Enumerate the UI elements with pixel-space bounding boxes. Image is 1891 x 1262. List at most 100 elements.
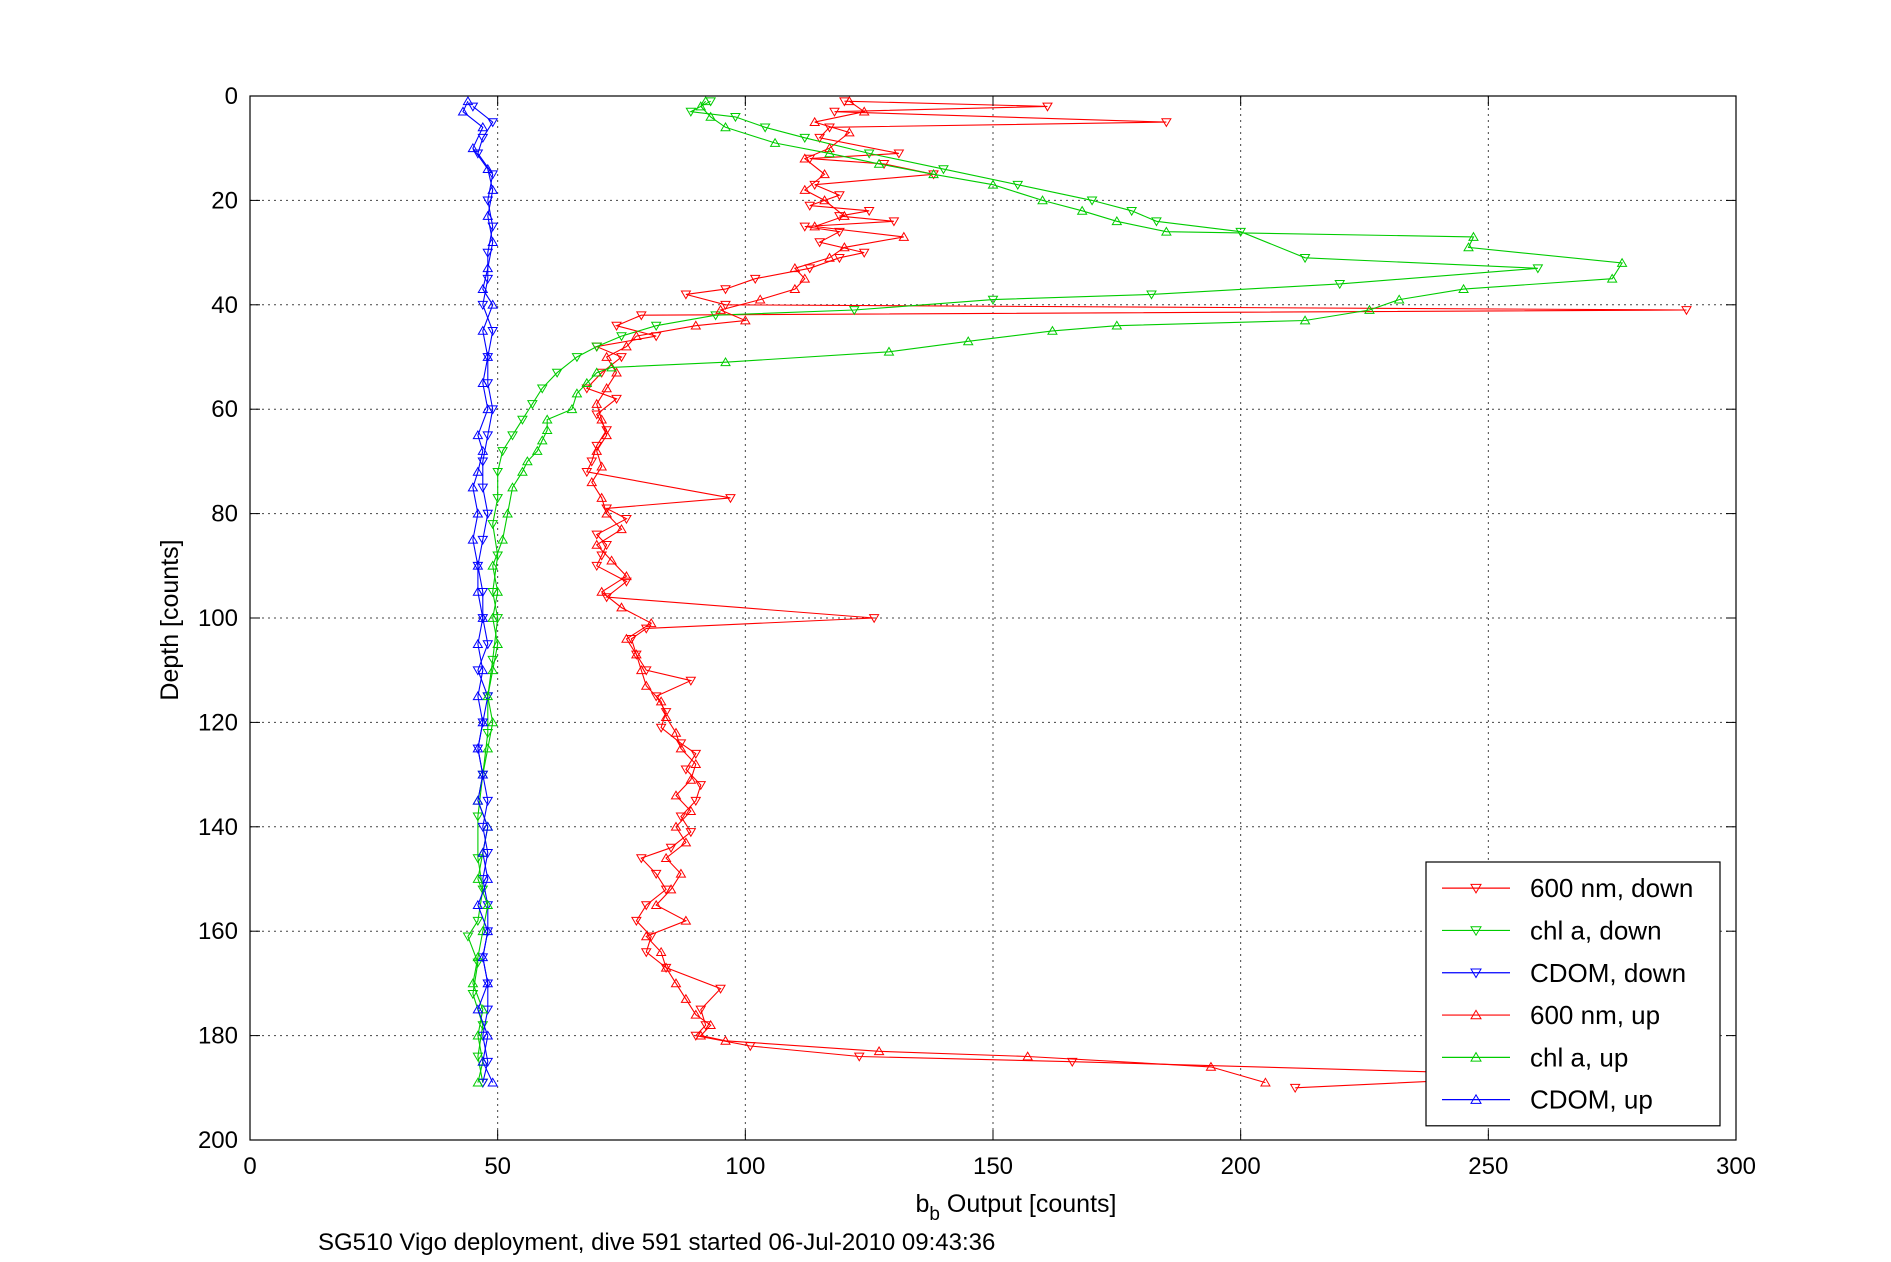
series-line-cdom-down [472,105,494,1083]
data-point-600-nm-down [611,394,622,405]
data-point-600-nm-down [665,843,677,853]
data-point-chl-a-down [507,431,518,441]
data-point-600-nm-down [611,321,622,331]
data-point-cdom-up [472,899,484,909]
x-tick-label: 0 [243,1153,256,1180]
data-point-chl-a-down [1086,196,1098,206]
legend: 600 nm, down chl a, down CDOM, down 600 nm,… [1425,861,1721,1127]
data-point-600-nm-down [660,708,672,718]
data-point-cdom-up [482,925,494,936]
data-point-600-nm-down [853,1052,865,1062]
data-point-cdom-down [482,248,494,258]
y-tick-label: 60 [211,396,238,423]
data-point-600-nm-down [581,467,593,478]
data-point-chl-a-down [1146,290,1157,300]
data-point-cdom-up [477,612,489,622]
data-point-cdom-up [472,638,484,648]
data-point-chl-a-down [472,812,484,822]
data-point-600-nm-up [670,790,682,800]
data-point-chl-a-down [650,321,662,331]
data-point-600-nm-up [690,1009,702,1019]
data-point-chl-a-down [482,728,494,739]
legend-label: 600 nm, down [1530,873,1693,903]
data-point-cdom-up [472,466,484,476]
data-point-600-nm-up [596,492,608,502]
data-point-chl-a-up [700,95,712,106]
legend-entry-cdom-up: CDOM, up [1442,1085,1653,1115]
data-point-600-nm-down [888,217,900,227]
data-point-chl-a-up [1076,205,1088,215]
data-point-600-nm-down [581,384,593,394]
data-point-600-nm-down [834,253,845,264]
data-point-cdom-up [482,210,494,220]
data-point-600-nm-up [819,195,830,205]
data-point-600-nm-up [675,743,687,753]
data-point-chl-a-up [472,1077,484,1087]
data-point-chl-a-up [1458,283,1469,294]
data-point-chl-a-down [987,295,999,305]
data-point-cdom-down [472,149,484,159]
data-point-chl-a-up [467,978,479,988]
data-point-chl-a-up [928,169,939,179]
data-point-chl-a-down [759,123,771,133]
data-point-600-nm-down [591,561,603,572]
data-point-600-nm-down [858,248,870,258]
x-tick-label: 150 [973,1153,1013,1180]
data-point-chl-a-up [591,367,603,377]
data-point-cdom-down [487,222,499,232]
data-point-600-nm-up [680,993,692,1003]
data-point-600-nm-down [616,353,627,363]
series-line-600-nm-down [585,100,1687,1089]
data-point-600-nm-down [640,948,652,958]
data-point-600-nm-down [720,285,731,295]
data-point-600-nm-down [685,676,697,686]
data-point-chl-a-up [962,336,974,346]
data-point-600-nm-up [621,633,632,643]
data-point-600-nm-up [685,774,697,784]
data-point-chl-a-up [1616,257,1628,267]
series-group [457,95,1692,1094]
data-point-600-nm-up [621,570,632,581]
data-point-cdom-up [477,952,489,962]
y-tick-label: 200 [198,1127,238,1154]
data-point-600-nm-up [690,320,702,330]
data-point-chl-a-up [571,388,583,398]
data-point-600-nm-up [596,586,608,596]
data-point-cdom-down [487,118,499,128]
data-point-cdom-up [477,717,489,727]
legend-entry-chl-a-down: chl a, down [1442,915,1662,945]
data-point-cdom-up [477,122,489,132]
y-axis-title: Depth [counts] [156,539,184,700]
data-point-cdom-up [477,664,489,675]
data-point-cdom-up [472,586,484,596]
data-point-600-nm-down [621,514,632,525]
data-point-chl-a-up [482,899,494,909]
data-point-chl-a-down [799,133,811,144]
legend-label: 600 nm, up [1530,1000,1660,1030]
data-point-chl-a-up [531,445,543,455]
data-point-600-nm-down [804,201,816,211]
data-point-600-nm-up [824,252,835,262]
data-point-600-nm-down [715,984,726,994]
data-point-600-nm-up [591,539,603,549]
data-point-chl-a-up [482,743,494,753]
data-point-600-nm-up [675,868,687,878]
data-point-chl-a-up [487,717,499,727]
data-point-chl-a-up [541,424,553,434]
data-point-chl-a-up [482,691,494,701]
data-point-600-nm-up [660,962,672,972]
data-point-chl-a-up [507,482,518,492]
y-tick-label: 160 [198,918,238,945]
data-point-chl-a-up [1468,231,1479,241]
data-point-chl-a-down [1151,217,1162,227]
data-point-600-nm-up [630,649,642,659]
data-point-chl-a-up [720,356,731,367]
data-point-cdom-down [482,431,494,441]
data-point-600-nm-down [690,796,702,806]
legend-entry-chl-a-up: chl a, up [1442,1042,1628,1072]
data-point-600-nm-down [675,739,687,749]
data-point-600-nm-up [809,116,821,126]
data-point-600-nm-down [809,180,821,191]
x-tick-label: 300 [1716,1153,1756,1180]
legend-swatch-marker [1470,1093,1482,1104]
